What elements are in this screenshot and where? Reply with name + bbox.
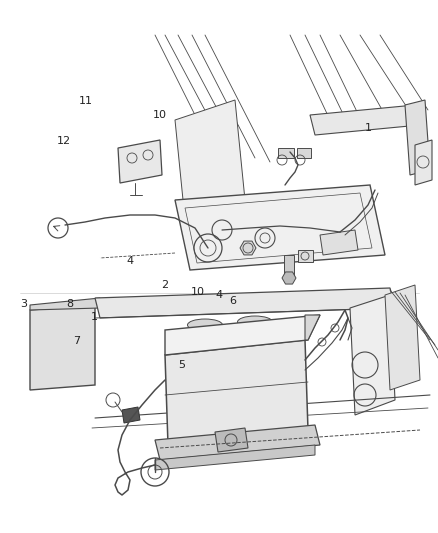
Text: 10: 10 bbox=[153, 110, 167, 119]
Polygon shape bbox=[175, 100, 244, 220]
Text: 10: 10 bbox=[190, 287, 204, 297]
Polygon shape bbox=[165, 340, 307, 445]
Polygon shape bbox=[215, 428, 247, 452]
Polygon shape bbox=[404, 100, 429, 175]
Text: 3: 3 bbox=[21, 299, 28, 309]
Ellipse shape bbox=[187, 319, 222, 331]
Polygon shape bbox=[240, 241, 255, 255]
Bar bbox=[277, 148, 293, 158]
Text: 4: 4 bbox=[126, 256, 133, 266]
Polygon shape bbox=[349, 295, 394, 415]
Text: 5: 5 bbox=[178, 360, 185, 370]
Polygon shape bbox=[384, 285, 419, 390]
Polygon shape bbox=[122, 407, 140, 423]
Text: 2: 2 bbox=[161, 280, 168, 290]
Polygon shape bbox=[30, 305, 95, 390]
Polygon shape bbox=[319, 230, 357, 255]
Bar bbox=[283, 255, 293, 277]
Polygon shape bbox=[155, 445, 314, 470]
Polygon shape bbox=[118, 140, 162, 183]
Ellipse shape bbox=[237, 316, 272, 328]
Bar bbox=[297, 148, 310, 158]
Text: 6: 6 bbox=[229, 296, 236, 306]
Text: 1: 1 bbox=[91, 312, 98, 322]
Polygon shape bbox=[95, 288, 394, 318]
Text: 11: 11 bbox=[78, 96, 92, 106]
Text: 12: 12 bbox=[57, 136, 71, 146]
Text: 8: 8 bbox=[67, 299, 74, 309]
Polygon shape bbox=[309, 105, 419, 135]
Polygon shape bbox=[281, 272, 295, 284]
Polygon shape bbox=[155, 425, 319, 460]
Text: 4: 4 bbox=[215, 290, 222, 300]
Polygon shape bbox=[304, 315, 319, 340]
Bar bbox=[297, 250, 312, 262]
Polygon shape bbox=[175, 185, 384, 270]
Polygon shape bbox=[414, 140, 431, 185]
Polygon shape bbox=[165, 315, 319, 355]
Text: 7: 7 bbox=[73, 336, 80, 346]
Polygon shape bbox=[30, 298, 100, 310]
Text: 1: 1 bbox=[364, 123, 371, 133]
